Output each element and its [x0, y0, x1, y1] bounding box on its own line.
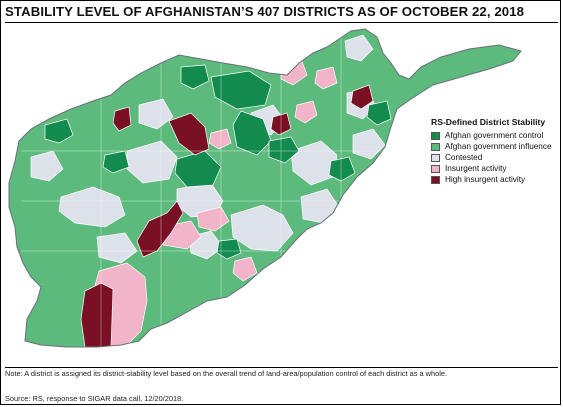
legend-item-control: Afghan government control	[431, 130, 561, 141]
district-contested	[58, 186, 126, 228]
legend-item-high: High insurgent activity	[431, 174, 561, 185]
legend-label: High insurgent activity	[445, 175, 526, 184]
legend-swatch-control	[431, 131, 440, 140]
district-contested	[138, 98, 174, 130]
afghanistan-district-map	[8, 28, 522, 348]
district-insurgent	[208, 128, 232, 150]
legend-label: Afghan government control	[445, 131, 544, 140]
legend: RS-Defined District Stability Afghan gov…	[431, 117, 561, 185]
district-contested	[352, 128, 386, 160]
district-control	[328, 156, 356, 182]
district-high-insurgent	[112, 106, 132, 132]
district-control	[180, 64, 210, 90]
legend-swatch-high	[431, 175, 440, 184]
footnote: Note: A district is assigned its distric…	[5, 369, 448, 378]
district-insurgent	[294, 100, 318, 124]
legend-label: Contested	[445, 153, 483, 162]
district-control	[44, 118, 74, 144]
title-divider	[5, 22, 558, 23]
district-high-insurgent	[168, 112, 210, 156]
district-insurgent	[232, 256, 258, 282]
district-control	[232, 110, 272, 156]
legend-title: RS-Defined District Stability	[431, 117, 546, 127]
map-title: STABILITY LEVEL OF AFGHANISTAN’S 407 DIS…	[5, 4, 525, 19]
district-contested	[30, 150, 64, 182]
district-high-insurgent	[136, 200, 184, 258]
district-control	[210, 70, 272, 110]
legend-item-insurgent: Insurgent activity	[431, 163, 561, 174]
legend-swatch-insurgent	[431, 164, 440, 173]
district-contested	[344, 34, 374, 62]
district-control	[268, 136, 300, 164]
district-high-insurgent	[350, 84, 374, 110]
district-insurgent	[314, 66, 338, 90]
note-divider	[5, 367, 558, 368]
legend-item-contested: Contested	[431, 152, 561, 163]
legend-label: Insurgent activity	[445, 164, 507, 173]
district-borders	[21, 31, 401, 347]
district-contested	[96, 232, 138, 264]
legend-swatch-influence	[431, 142, 440, 151]
district-high-insurgent	[80, 282, 114, 347]
district-control	[102, 150, 130, 174]
legend-item-influence: Afghan government influence	[431, 141, 561, 152]
legend-label: Afghan government influence	[445, 142, 552, 151]
district-control	[366, 100, 392, 126]
source-line: Source: RS, response to SIGAR data call,…	[5, 394, 184, 403]
district-regions	[30, 34, 392, 347]
legend-swatch-contested	[431, 153, 440, 162]
